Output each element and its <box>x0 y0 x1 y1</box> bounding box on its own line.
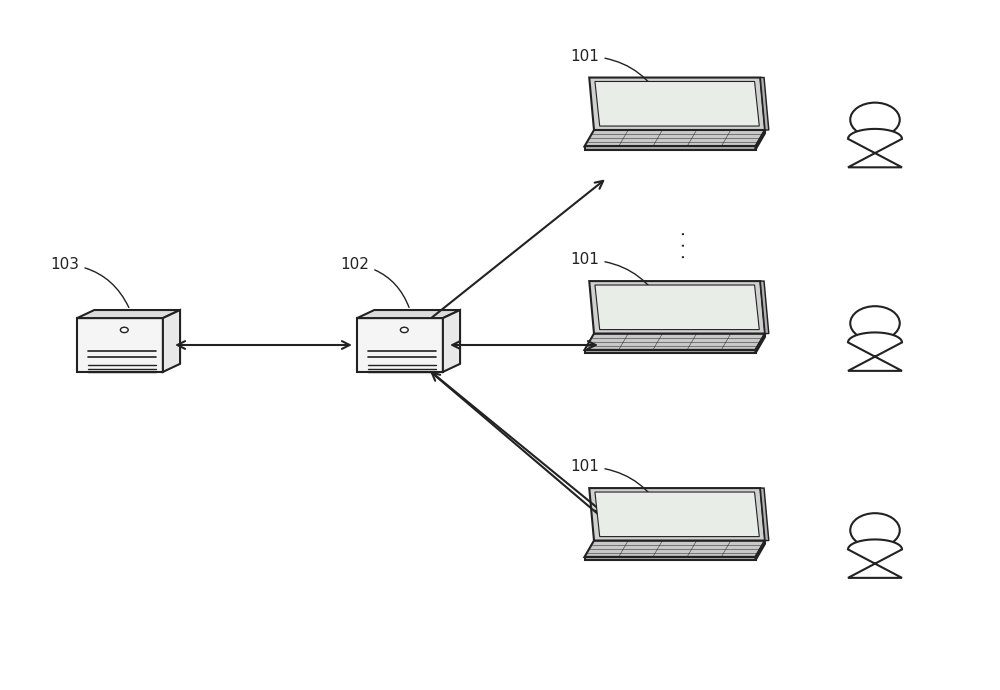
Text: 101: 101 <box>571 460 664 513</box>
Text: 103: 103 <box>50 257 129 308</box>
Polygon shape <box>760 281 769 333</box>
Polygon shape <box>589 77 765 130</box>
Text: 102: 102 <box>341 257 409 308</box>
Polygon shape <box>756 333 765 353</box>
Polygon shape <box>756 130 765 150</box>
Text: 101: 101 <box>571 49 664 103</box>
Polygon shape <box>77 310 180 318</box>
Circle shape <box>850 103 900 137</box>
Polygon shape <box>584 146 756 150</box>
Polygon shape <box>584 540 765 557</box>
Polygon shape <box>589 281 765 333</box>
Polygon shape <box>595 285 759 330</box>
Polygon shape <box>760 77 769 130</box>
Polygon shape <box>760 488 769 540</box>
Polygon shape <box>584 350 756 353</box>
Polygon shape <box>584 130 765 146</box>
Polygon shape <box>584 557 756 560</box>
Polygon shape <box>443 310 460 372</box>
Polygon shape <box>163 310 180 372</box>
Text: · · ·: · · · <box>676 230 694 259</box>
Polygon shape <box>756 540 765 560</box>
Polygon shape <box>357 318 443 372</box>
Polygon shape <box>589 488 765 540</box>
Polygon shape <box>848 129 902 167</box>
Text: 101: 101 <box>571 253 664 306</box>
Polygon shape <box>595 492 759 537</box>
Polygon shape <box>848 333 902 371</box>
Circle shape <box>120 327 128 333</box>
Polygon shape <box>357 310 460 318</box>
Polygon shape <box>77 318 163 372</box>
Circle shape <box>850 306 900 340</box>
Circle shape <box>850 513 900 547</box>
Polygon shape <box>595 81 759 126</box>
Polygon shape <box>584 333 765 350</box>
Circle shape <box>400 327 408 333</box>
Polygon shape <box>848 540 902 578</box>
